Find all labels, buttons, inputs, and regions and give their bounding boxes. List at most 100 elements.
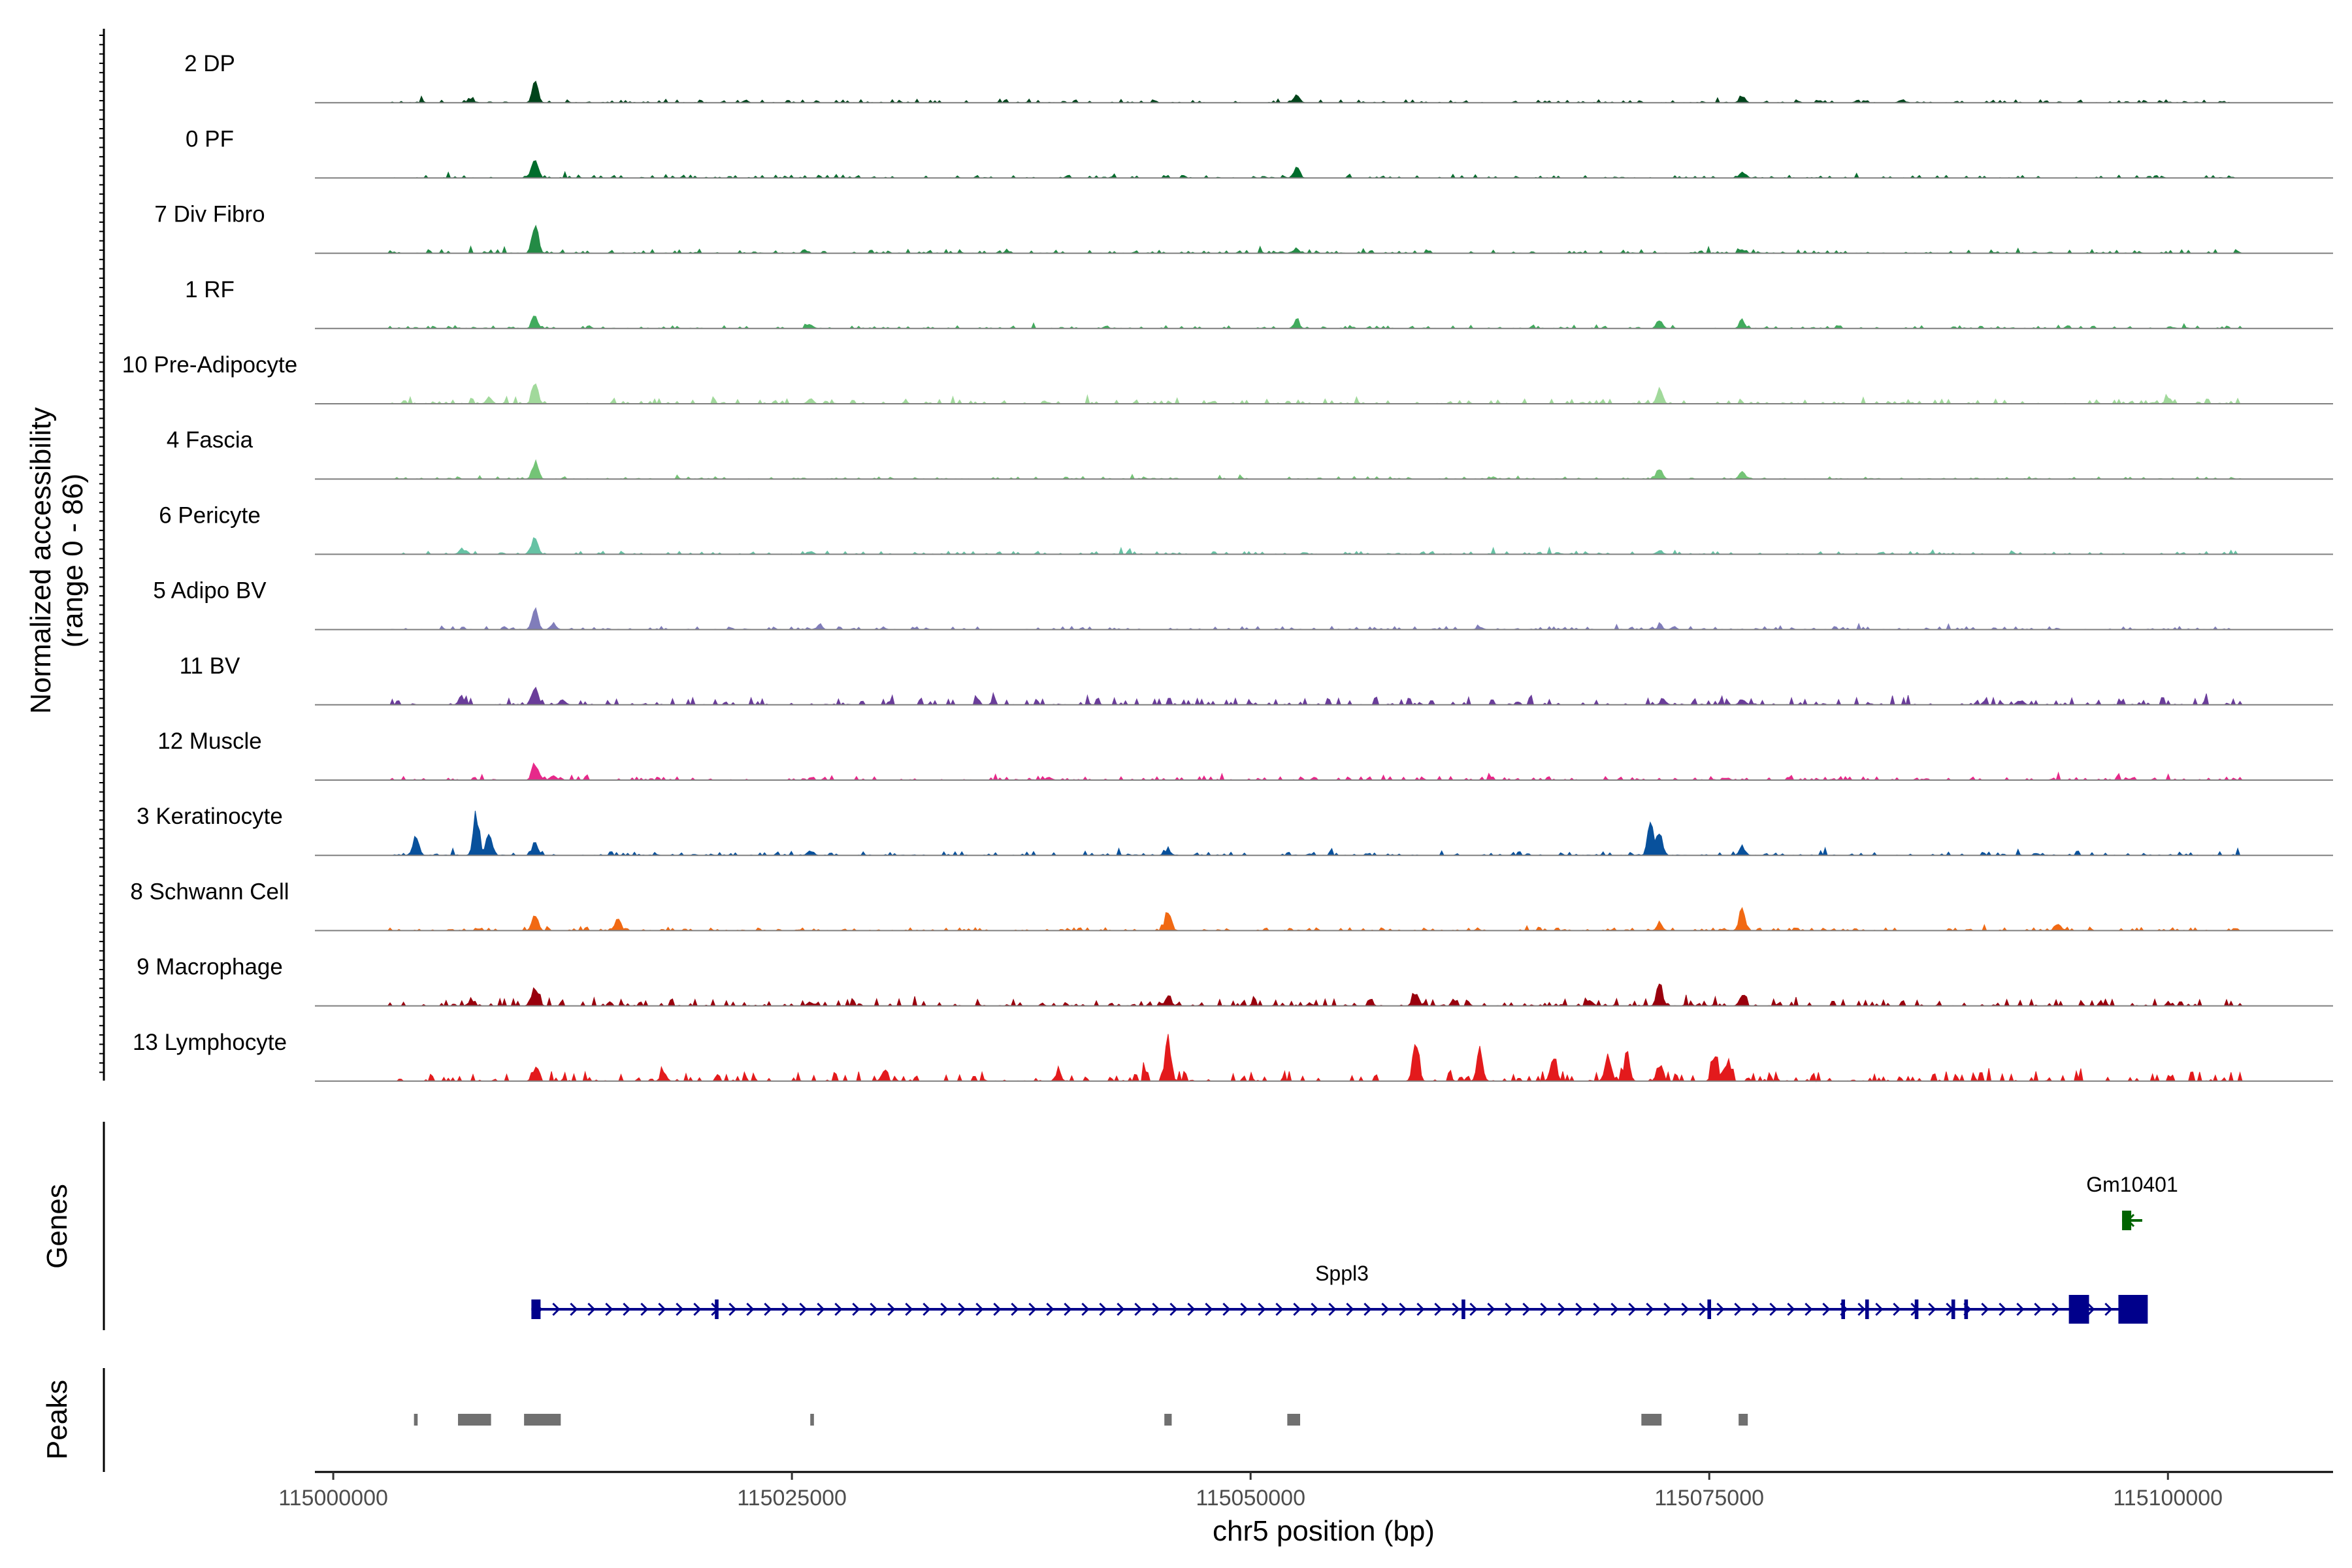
strand-arrow xyxy=(1822,1302,1831,1316)
track-label: 5 Adipo BV xyxy=(153,578,267,604)
strand-arrow xyxy=(781,1302,790,1316)
track-5-adipo-bv: 5 Adipo BV xyxy=(153,578,2333,630)
strand-arrow xyxy=(1769,1302,1778,1316)
strand-arrow xyxy=(834,1302,843,1316)
peak-region xyxy=(524,1414,561,1426)
strand-arrow xyxy=(1099,1302,1107,1316)
strand-arrow xyxy=(587,1302,596,1316)
strand-arrow xyxy=(817,1302,825,1316)
peak-region xyxy=(1739,1414,1748,1426)
strand-arrow xyxy=(1328,1302,1337,1316)
strand-arrow xyxy=(1169,1302,1178,1316)
coverage-area xyxy=(316,1034,2333,1083)
x-tick-label: 115050000 xyxy=(1196,1486,1305,1511)
strand-arrow xyxy=(640,1302,649,1316)
strand-arrow xyxy=(1875,1302,1884,1316)
exon xyxy=(531,1299,541,1319)
strand-arrow xyxy=(1999,1302,2007,1316)
strand-arrow xyxy=(1505,1302,1513,1316)
strand-arrow xyxy=(1452,1302,1460,1316)
exon xyxy=(715,1299,719,1319)
track-label: 11 BV xyxy=(180,653,240,679)
strand-arrow xyxy=(1593,1302,1601,1316)
strand-arrow xyxy=(746,1302,755,1316)
peak-region xyxy=(458,1414,491,1426)
strand-arrow xyxy=(552,1302,561,1316)
strand-arrow xyxy=(693,1302,702,1316)
track-label: 4 Fascia xyxy=(167,427,253,453)
x-axis-title: chr5 position (bp) xyxy=(1213,1515,1435,1547)
strand-arrow xyxy=(1434,1302,1443,1316)
coverage-area xyxy=(316,607,2333,630)
strand-arrow xyxy=(2016,1302,2025,1316)
strand-arrow xyxy=(2051,1302,2060,1316)
track-label: 10 Pre-Adipocyte xyxy=(122,352,297,378)
strand-arrow xyxy=(1805,1302,1813,1316)
track-label: 7 Div Fibro xyxy=(154,202,265,227)
strand-arrow xyxy=(1663,1302,1672,1316)
strand-arrow xyxy=(1610,1302,1619,1316)
coverage-area xyxy=(316,810,2333,857)
track-4-fascia: 4 Fascia xyxy=(167,427,2333,480)
track-label: 6 Pericyte xyxy=(159,502,261,528)
coverage-area xyxy=(316,762,2333,781)
x-axis-ticks: 115000000 115025000 115050000 115075000 1151… xyxy=(278,1472,2223,1511)
strand-arrow xyxy=(658,1302,666,1316)
track-label: 13 Lymphocyte xyxy=(133,1030,287,1055)
exon xyxy=(1914,1299,1919,1319)
strand-arrow xyxy=(905,1302,913,1316)
gene-annotations: Sppl3 Gm10401 xyxy=(531,1173,2178,1324)
strand-arrow xyxy=(1311,1302,1319,1316)
track-7-div-fibro: 7 Div Fibro xyxy=(154,202,2333,254)
coverage-area xyxy=(316,537,2333,555)
strand-arrow xyxy=(764,1302,772,1316)
strand-arrow xyxy=(605,1302,613,1316)
track-3-keratinocyte: 3 Keratinocyte xyxy=(137,804,2333,857)
gene-gm10401: Gm10401 xyxy=(2086,1173,2178,1230)
strand-arrow xyxy=(1293,1302,1301,1316)
strand-arrow xyxy=(570,1302,578,1316)
coverage-area xyxy=(316,687,2333,706)
strand-arrow xyxy=(1487,1302,1495,1316)
strand-arrow xyxy=(1028,1302,1037,1316)
track-label: 12 Muscle xyxy=(157,728,262,754)
strand-arrow xyxy=(1046,1302,1054,1316)
track-label: 9 Macrophage xyxy=(137,955,283,980)
y-axis-subtitle: (range 0 - 86) xyxy=(57,474,89,648)
strand-arrow xyxy=(1381,1302,1390,1316)
strand-arrow xyxy=(1787,1302,1795,1316)
x-tick-label: 115075000 xyxy=(1654,1486,1764,1511)
gene-label: Gm10401 xyxy=(2086,1173,2178,1196)
track-12-muscle: 12 Muscle xyxy=(157,728,2333,781)
track-label: 8 Schwann Cell xyxy=(130,879,289,904)
x-tick-label: 115025000 xyxy=(737,1486,847,1511)
track-label: 3 Keratinocyte xyxy=(137,804,283,829)
gene-label: Sppl3 xyxy=(1315,1262,1369,1285)
strand-arrow xyxy=(1205,1302,1213,1316)
strand-arrow xyxy=(728,1302,737,1316)
coverage-area xyxy=(316,907,2333,932)
strand-arrow xyxy=(1240,1302,1249,1316)
peak-region xyxy=(810,1414,814,1426)
strand-arrow xyxy=(1346,1302,1354,1316)
track-label: 0 PF xyxy=(186,126,234,152)
strand-arrow xyxy=(1416,1302,1425,1316)
coverage-area xyxy=(316,383,2333,405)
strand-arrow xyxy=(887,1302,896,1316)
track-10-pre-adipocyte: 10 Pre-Adipocyte xyxy=(122,352,2333,405)
exon xyxy=(1707,1299,1712,1319)
strand-arrow xyxy=(1275,1302,1284,1316)
x-tick-label: 115000000 xyxy=(278,1486,388,1511)
strand-arrow xyxy=(958,1302,966,1316)
track-label: 2 DP xyxy=(184,51,235,76)
strand-arrow xyxy=(1857,1302,1866,1316)
exon xyxy=(2118,1295,2148,1324)
coverage-area xyxy=(316,983,2333,1007)
strand-arrow xyxy=(1928,1302,1936,1316)
strand-arrow xyxy=(799,1302,808,1316)
strand-arrow xyxy=(1011,1302,1019,1316)
strand-arrow xyxy=(1716,1302,1725,1316)
strand-arrow xyxy=(1187,1302,1196,1316)
coverage-tracks: 2 DP 0 PF 7 Div Fibro 1 RF 10 Pre-Adipocyte 4… xyxy=(122,51,2333,1083)
track-13-lymphocyte: 13 Lymphocyte xyxy=(133,1030,2333,1083)
